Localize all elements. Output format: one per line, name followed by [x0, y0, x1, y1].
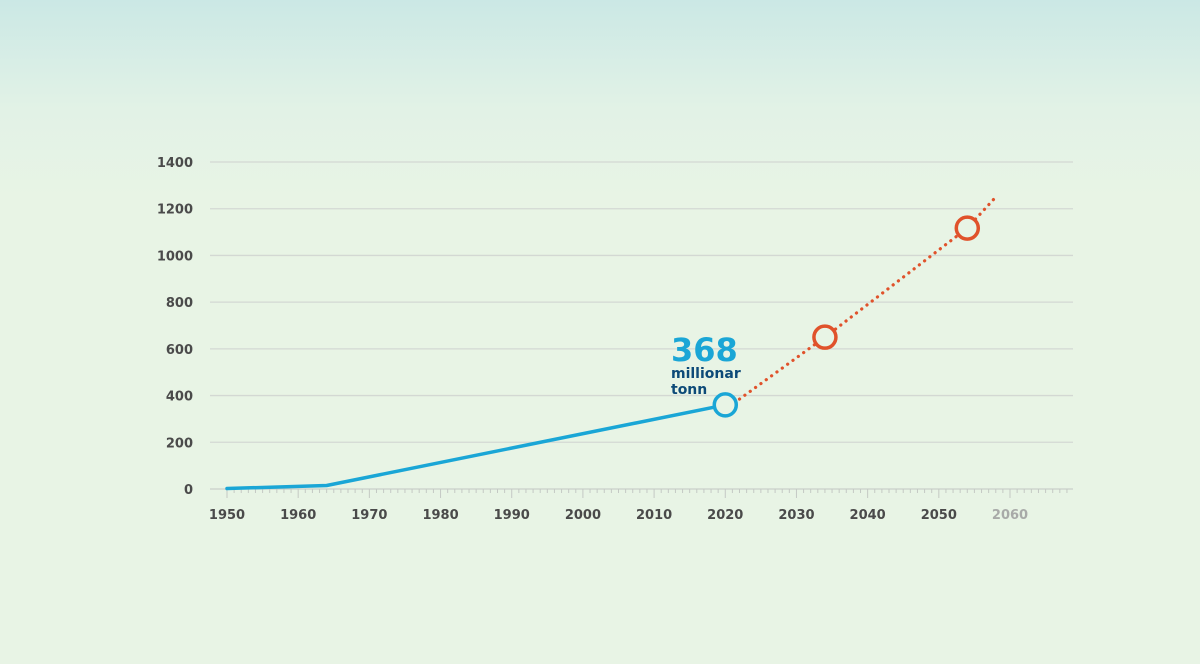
- x-tick-label: 2040: [850, 508, 886, 523]
- x-tick-label: 2020: [707, 508, 743, 523]
- annotation-unit-line2: tonn: [671, 382, 707, 398]
- x-tick-label: 1960: [280, 508, 316, 523]
- y-tick-label: 1400: [157, 156, 193, 171]
- y-tick-label: 0: [184, 483, 193, 498]
- data-point-marker: [954, 215, 981, 241]
- x-tick-label: 1990: [494, 508, 530, 523]
- y-tick-label: 400: [166, 390, 193, 405]
- series-line-projection: [737, 195, 998, 401]
- x-tick-label: 1980: [422, 508, 458, 523]
- x-tick-label: 1970: [351, 508, 387, 523]
- data-point-marker: [812, 324, 838, 350]
- x-tick-label: 2010: [636, 508, 672, 523]
- y-tick-label: 800: [166, 296, 193, 311]
- y-tick-label: 1000: [157, 249, 193, 264]
- x-tick-label: 2030: [778, 508, 814, 523]
- annotation-value: 368: [671, 331, 738, 369]
- series-line-historical: [225, 403, 728, 491]
- x-tick-label: 2060: [992, 508, 1028, 523]
- x-tick-label: 1950: [209, 508, 245, 523]
- annotation-unit-line1: millionar: [671, 366, 741, 382]
- y-tick-label: 600: [166, 343, 193, 358]
- x-tick-label: 2050: [921, 508, 957, 523]
- data-point-marker: [712, 392, 739, 418]
- x-tick-label: 2000: [565, 508, 601, 523]
- y-tick-label: 1200: [157, 203, 193, 218]
- y-tick-label: 200: [166, 436, 193, 451]
